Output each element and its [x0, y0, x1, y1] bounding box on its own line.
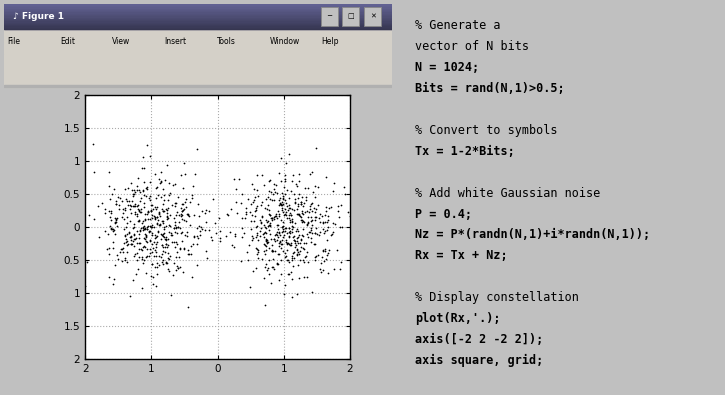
Text: Tools: Tools	[217, 37, 236, 46]
Text: Nz = P*(randn(N,1)+i*randn(N,1));: Nz = P*(randn(N,1)+i*randn(N,1));	[415, 228, 650, 241]
Bar	[4, 5, 392, 6]
Text: % Display constellation: % Display constellation	[415, 291, 579, 304]
Text: File: File	[7, 37, 20, 46]
Bar	[4, 13, 392, 14]
Bar	[4, 14, 392, 15]
Text: Tx = 1-2*Bits;: Tx = 1-2*Bits;	[415, 145, 515, 158]
Text: % Convert to symbols: % Convert to symbols	[415, 124, 558, 137]
Bar	[4, 20, 392, 22]
Bar	[4, 6, 392, 8]
Bar	[4, 23, 392, 24]
Bar	[4, 18, 392, 19]
Text: Help: Help	[322, 37, 339, 46]
Bar	[4, 10, 392, 11]
Text: Window: Window	[269, 37, 299, 46]
Text: ♪ Figure 1: ♪ Figure 1	[13, 12, 65, 21]
Text: axis square, grid;: axis square, grid;	[415, 354, 543, 367]
Bar	[4, 26, 392, 28]
Text: Rx = Tx + Nz;: Rx = Tx + Nz;	[415, 249, 507, 262]
Text: N = 1024;: N = 1024;	[415, 61, 479, 74]
Bar	[365, 7, 381, 26]
Bar	[4, 9, 392, 10]
Bar	[4, 4, 392, 29]
Bar	[4, 4, 392, 5]
Bar	[4, 8, 392, 9]
Text: % Add white Gaussian noise: % Add white Gaussian noise	[415, 187, 600, 199]
Text: axis([-2 2 -2 2]);: axis([-2 2 -2 2]);	[415, 333, 543, 346]
Bar	[4, 19, 392, 20]
Bar	[4, 11, 392, 13]
Text: % Generate a: % Generate a	[415, 19, 501, 32]
Text: ─: ─	[327, 13, 331, 19]
Text: plot(Rx,'.);: plot(Rx,'.);	[415, 312, 501, 325]
Bar	[4, 15, 392, 17]
Bar	[4, 29, 392, 54]
Bar	[321, 7, 338, 26]
Text: ✕: ✕	[370, 13, 376, 19]
Bar	[4, 22, 392, 23]
Bar	[4, 24, 392, 25]
Text: vector of N bits: vector of N bits	[415, 40, 529, 53]
Text: Bits = rand(N,1)>0.5;: Bits = rand(N,1)>0.5;	[415, 82, 565, 95]
Bar	[4, 85, 392, 87]
Bar	[4, 28, 392, 29]
Bar	[342, 7, 360, 26]
Bar	[4, 25, 392, 26]
Text: View: View	[112, 37, 130, 46]
Text: P = 0.4;: P = 0.4;	[415, 207, 472, 220]
Bar	[4, 17, 392, 18]
Text: □: □	[347, 13, 354, 19]
Text: Edit: Edit	[60, 37, 75, 46]
Bar	[4, 54, 392, 87]
Text: Insert: Insert	[165, 37, 187, 46]
